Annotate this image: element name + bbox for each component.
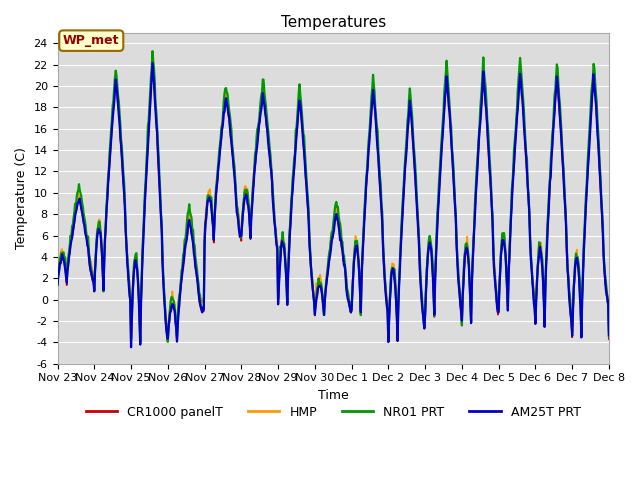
Text: WP_met: WP_met [63, 34, 120, 47]
X-axis label: Time: Time [318, 389, 349, 402]
Legend: CR1000 panelT, HMP, NR01 PRT, AM25T PRT: CR1000 panelT, HMP, NR01 PRT, AM25T PRT [81, 401, 586, 424]
Title: Temperatures: Temperatures [280, 15, 386, 30]
Y-axis label: Temperature (C): Temperature (C) [15, 147, 28, 249]
